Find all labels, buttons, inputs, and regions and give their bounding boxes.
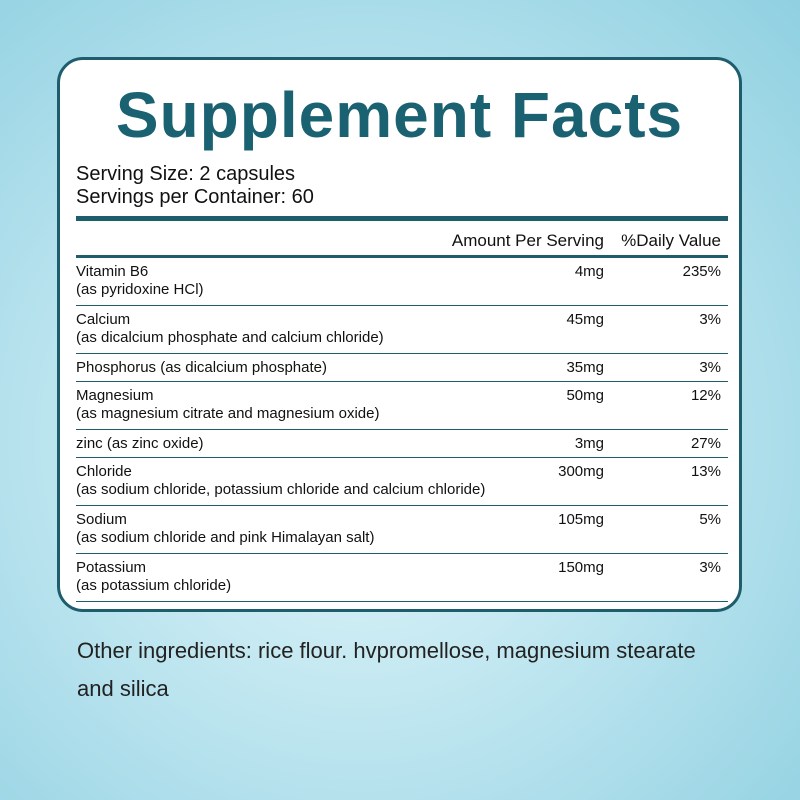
daily-value: 27% (690, 435, 721, 452)
nutrient-source: (as sodium chloride and pink Himalayan s… (76, 529, 375, 546)
header-rule (76, 255, 728, 258)
title: Supplement Facts (115, 79, 684, 151)
nutrient-name: Potassium (76, 559, 147, 576)
nutrient-name: Vitamin B6 (76, 263, 149, 280)
nutrient-name: Calcium (76, 311, 131, 328)
nutrient-name: Phosphorus (as dicalcium phosphate) (76, 359, 327, 376)
table-row: Phosphorus (as dicalcium phosphate) 35mg 3… (76, 354, 728, 382)
daily-value: 235% (682, 263, 721, 280)
table-row: Chloride (as sodium chloride, potassium c… (76, 458, 728, 506)
table-row: Potassium (as potassium chloride) 150mg 3% (76, 554, 728, 602)
daily-value: 13% (690, 463, 721, 480)
nutrient-source: (as dicalcium phosphate and calcium chlo… (76, 329, 384, 346)
amount: 105mg (558, 511, 604, 528)
nutrient-name: Magnesium (76, 387, 154, 404)
nutrient-name: Sodium (76, 511, 127, 528)
amount: 35mg (566, 359, 604, 376)
amount: 300mg (558, 463, 604, 480)
servings-per-container: Servings per Container: 60 (76, 186, 314, 208)
nutrient-name: zinc (as zinc oxide) (76, 435, 204, 452)
table-header: Amount Per Serving %Daily Value (76, 227, 728, 255)
daily-value: 3% (699, 559, 721, 576)
amount: 3mg (574, 435, 604, 452)
thick-rule (76, 216, 728, 221)
amount: 50mg (566, 387, 604, 404)
nutrient-source: (as potassium chloride) (76, 577, 232, 594)
table-row: Magnesium (as magnesium citrate and magne… (76, 382, 728, 430)
table-row: Vitamin B6 (as pyridoxine HCl) 4mg 235% (76, 258, 728, 306)
daily-value: 5% (699, 511, 721, 528)
column-header: Amount Per Serving (451, 231, 604, 250)
daily-value: 12% (690, 387, 721, 404)
nutrient-source: (as magnesium citrate and magnesium oxid… (76, 405, 380, 422)
amount: 4mg (574, 263, 604, 280)
column-header: %Daily Value (621, 231, 721, 250)
table-row: Sodium (as sodium chloride and pink Himal… (76, 506, 728, 554)
daily-value: 3% (699, 311, 721, 328)
nutrient-name: Chloride (76, 463, 132, 480)
table-row: zinc (as zinc oxide) 3mg 27% (76, 430, 728, 458)
daily-value: 3% (699, 359, 721, 376)
facts-panel: Supplement Facts Serving Size: 2 capsule… (57, 57, 742, 612)
other-ingredients: Other ingredients: rice flour. hvpromell… (77, 638, 696, 701)
nutrient-source: (as pyridoxine HCl) (76, 281, 204, 298)
amount: 150mg (558, 559, 604, 576)
nutrient-source: (as sodium chloride, potassium chloride … (76, 481, 486, 498)
serving-size: Serving Size: 2 capsules (76, 163, 296, 185)
table-row: Calcium (as dicalcium phosphate and calci… (76, 306, 728, 354)
amount: 45mg (566, 311, 604, 328)
